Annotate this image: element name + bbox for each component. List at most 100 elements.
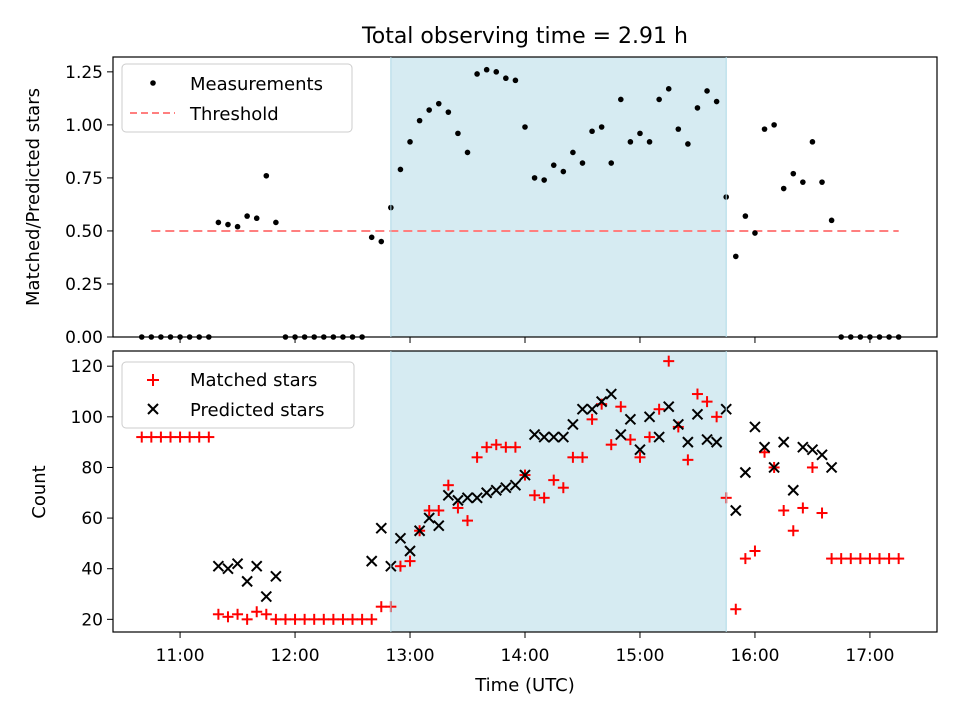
matched-star-point <box>366 613 378 625</box>
predicted-star-point <box>595 395 608 408</box>
x-axis-label: Time (UTC) <box>474 675 575 696</box>
predicted-stars-points <box>212 388 838 603</box>
predicted-star-point <box>557 431 570 443</box>
matched-star-point <box>347 613 359 625</box>
measurement-point <box>819 179 825 185</box>
top-observing-span <box>390 57 727 337</box>
predicted-star-point <box>691 408 704 420</box>
top-x-ticks <box>179 337 871 343</box>
measurement-point <box>646 139 653 145</box>
y-tick-label: 120 <box>71 357 103 377</box>
bottom-panel: 20 40 60 80 100 120 11:00 12:00 13:00 14:00 15:00… <box>29 350 938 696</box>
y-tick-label: 40 <box>81 560 103 580</box>
bottom-observing-span <box>390 351 727 632</box>
matched-star-point <box>270 613 282 625</box>
legend-dot-marker <box>150 80 156 86</box>
predicted-star-point <box>758 441 771 453</box>
matched-star-point <box>318 613 330 625</box>
measurement-point <box>713 98 720 105</box>
x-tick-label: 15:00 <box>615 646 664 666</box>
measurement-point <box>800 179 806 185</box>
predicted-star-point <box>567 418 579 431</box>
matched-star-point <box>260 608 272 620</box>
measurement-point <box>608 160 615 166</box>
matched-star-point <box>548 474 560 486</box>
matched-star-point <box>500 441 512 453</box>
predicted-star-point <box>615 428 627 441</box>
measurement-point <box>780 185 787 192</box>
legend-label-threshold: Threshold <box>189 104 279 125</box>
matched-star-point <box>184 431 196 443</box>
legend-label-predicted: Predicted stars <box>190 400 324 421</box>
y-tick-label: 20 <box>81 610 103 630</box>
matched-star-point <box>423 504 435 516</box>
legend-plus-marker <box>147 374 159 386</box>
top-y-axis-label: Matched/Predicted stars <box>23 88 44 306</box>
top-panel: 0.00 0.25 0.50 0.75 1.00 1.25 Matched/Predict… <box>23 56 938 348</box>
matched-star-point <box>567 451 579 463</box>
matched-star-point <box>893 553 905 565</box>
predicted-star-point <box>365 555 378 567</box>
predicted-star-point <box>500 481 512 494</box>
matched-star-point <box>299 613 311 625</box>
measurement-point <box>665 86 672 92</box>
measurement-point <box>378 238 385 245</box>
matched-stars-points <box>136 355 905 625</box>
predicted-star-point <box>730 504 742 517</box>
measurement-point <box>483 66 490 73</box>
predicted-star-point <box>624 413 637 426</box>
matched-star-point <box>241 613 253 625</box>
x-tick-label: 16:00 <box>730 646 779 666</box>
measurement-point <box>225 221 231 228</box>
predicted-star-point <box>548 431 560 443</box>
matched-star-point <box>529 489 541 501</box>
x-tick-label: 14:00 <box>501 646 550 666</box>
matched-star-point <box>222 611 234 623</box>
matched-star-point <box>557 482 569 494</box>
measurement-point <box>464 149 471 156</box>
measurement-point <box>253 215 260 222</box>
predicted-star-point <box>241 575 253 588</box>
predicted-star-point <box>222 563 234 575</box>
predicted-star-point <box>576 403 589 415</box>
measurement-point <box>694 105 701 111</box>
measurement-point <box>416 117 423 124</box>
predicted-star-point <box>413 525 426 537</box>
matched-star-point <box>490 439 502 451</box>
measurement-point <box>742 213 749 219</box>
measurement-point <box>627 139 634 145</box>
measurement-point <box>503 75 509 82</box>
predicted-star-point <box>797 441 809 453</box>
measurement-point <box>522 124 528 130</box>
y-tick-label: 0.00 <box>65 328 103 348</box>
matched-star-point <box>691 388 703 400</box>
matched-star-point <box>615 401 627 413</box>
y-tick-label: 100 <box>71 408 103 428</box>
measurement-point <box>397 166 404 173</box>
measurement-point <box>598 124 605 130</box>
legend-label-matched: Matched stars <box>190 370 317 391</box>
measurement-point <box>426 107 432 113</box>
matched-star-point <box>164 431 176 443</box>
y-tick-label: 1.00 <box>65 116 103 136</box>
matched-star-point <box>701 396 713 408</box>
measurement-point <box>570 149 576 156</box>
bottom-x-ticks: 11:00 12:00 13:00 14:00 15:00 16:00 17:00 <box>156 632 894 666</box>
matched-star-point <box>327 613 339 625</box>
matched-star-point <box>845 553 857 565</box>
predicted-star-point <box>231 557 244 570</box>
predicted-star-point <box>461 492 474 504</box>
y-tick-label: 0.75 <box>65 169 103 189</box>
matched-star-point <box>864 553 876 565</box>
predicted-star-point <box>490 484 502 496</box>
matched-star-point <box>883 553 895 565</box>
measurement-point <box>445 109 452 115</box>
predicted-star-point <box>471 492 483 504</box>
measurement-point <box>579 160 586 166</box>
matched-star-point <box>212 608 224 620</box>
matched-star-point <box>442 479 454 491</box>
measurement-point <box>493 69 500 75</box>
legend-x-marker <box>147 403 159 415</box>
matched-star-point <box>462 515 474 527</box>
matched-star-point <box>471 451 483 463</box>
